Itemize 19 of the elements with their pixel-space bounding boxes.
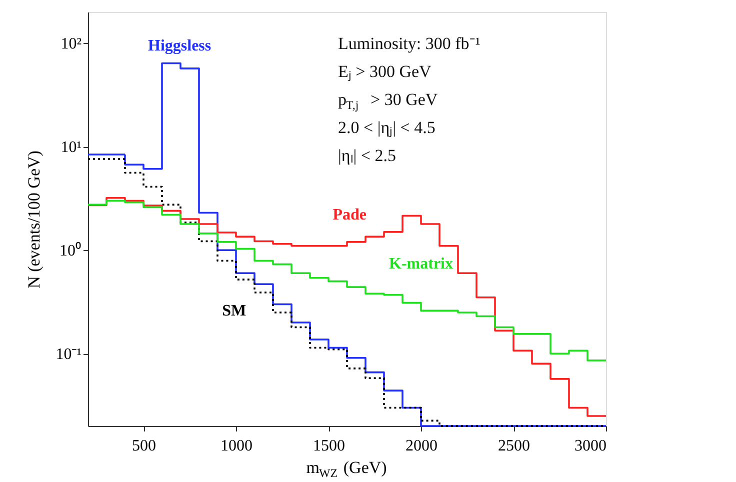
series-label: Higgsless (148, 37, 212, 54)
x-tick-label: 1500 (313, 438, 345, 454)
x-tick-label: 1000 (220, 438, 252, 454)
series-label: Pade (332, 206, 366, 224)
series-label: K-matrix (389, 256, 453, 273)
y-tick-label: 10² (60, 36, 82, 53)
x-tick-label: 500 (132, 438, 156, 454)
series-label: SM (222, 302, 246, 320)
x-tick-label: 3000 (574, 438, 606, 454)
annotation: |ηₗ| < 2.5 (338, 146, 396, 165)
y-tick-label: 10⁻¹ (56, 346, 82, 364)
annotation: 2.0 < |ηⱼ| < 4.5 (338, 118, 436, 138)
annotation: Luminosity: 300 fb⁻¹ (338, 34, 480, 53)
x-tick-label: 2500 (498, 438, 530, 454)
annotation: Eⱼ > 300 GeV (338, 62, 432, 82)
y-axis-title: N (events/100 GeV) (24, 150, 44, 288)
x-tick-label: 2000 (406, 438, 438, 454)
y-tick-label: 10⁰ (60, 242, 82, 260)
y-tick-label: 10¹ (60, 139, 82, 156)
